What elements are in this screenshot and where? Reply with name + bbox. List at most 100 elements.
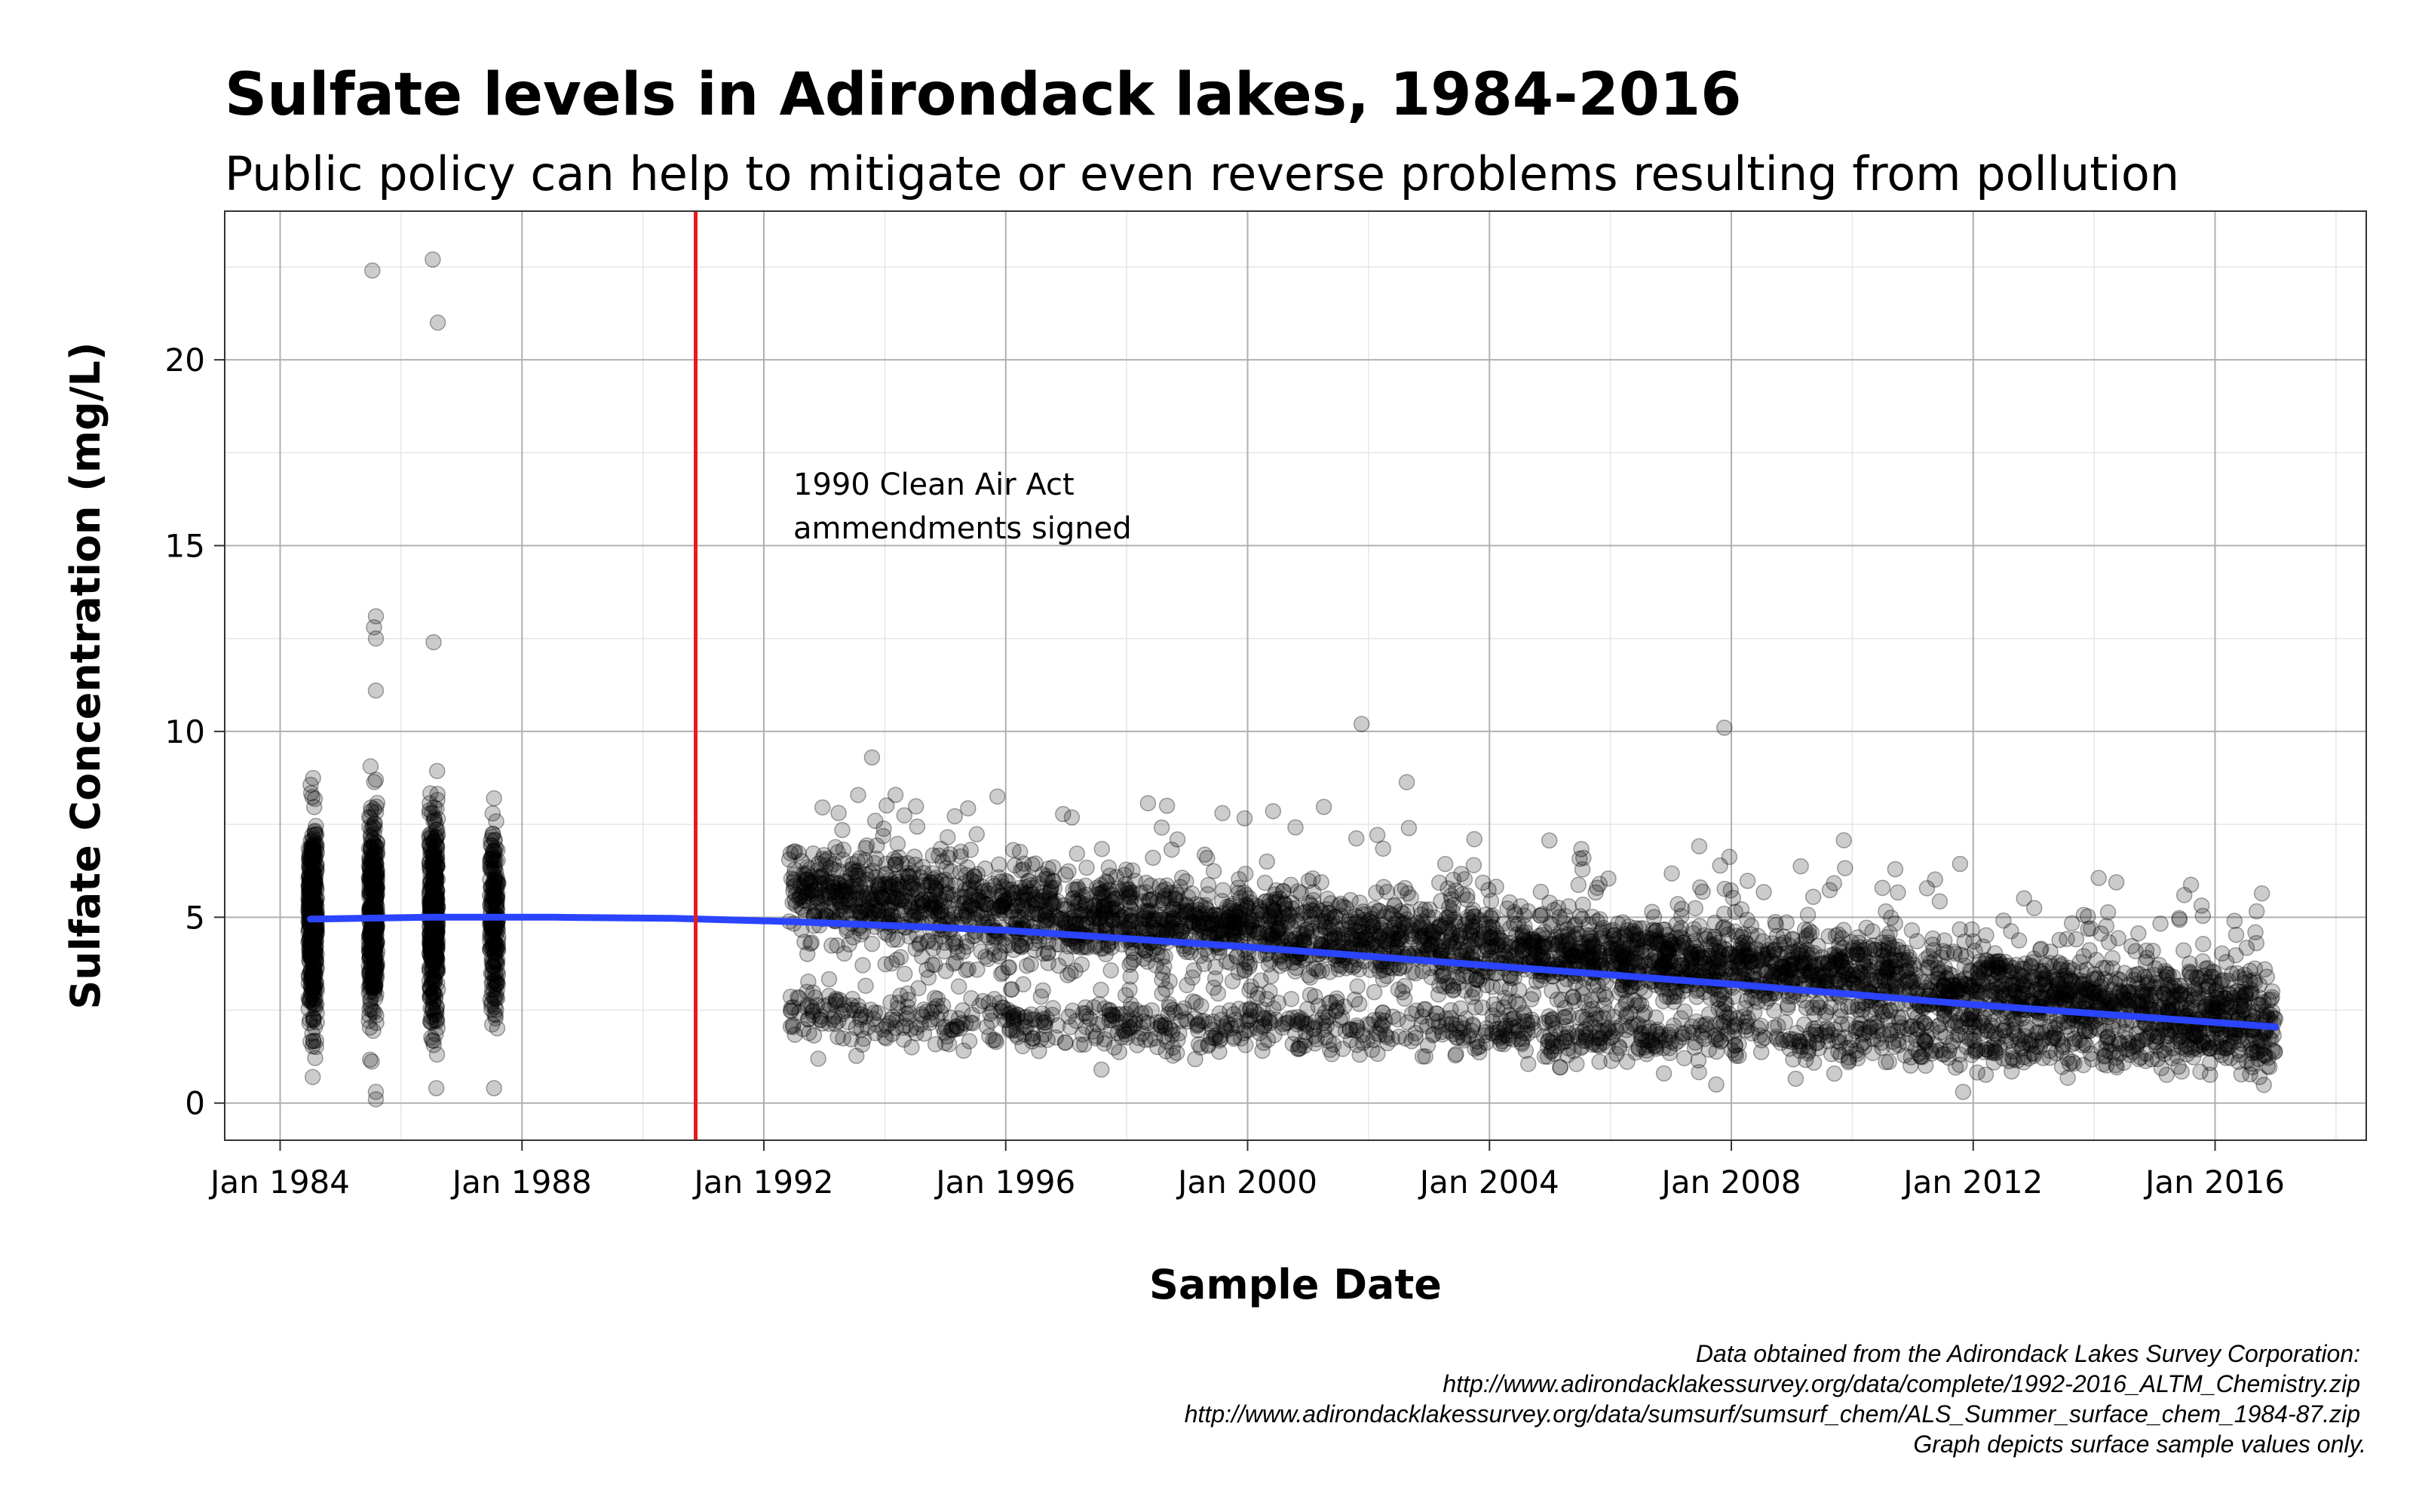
data-point	[1709, 1044, 1724, 1060]
data-point	[835, 823, 850, 838]
data-point	[2091, 870, 2106, 885]
data-point	[1887, 862, 1902, 877]
data-point	[369, 935, 385, 950]
data-point	[1231, 872, 1246, 887]
data-point	[1553, 1060, 1568, 1075]
data-point	[1571, 877, 1586, 892]
data-point	[1400, 774, 1415, 790]
data-point	[1688, 900, 1703, 915]
data-point	[831, 805, 846, 820]
data-point	[1438, 857, 1453, 872]
data-point	[308, 791, 323, 806]
data-point	[486, 827, 501, 842]
data-point	[430, 763, 445, 778]
data-point	[1210, 986, 1225, 1001]
data-point	[965, 1016, 980, 1031]
data-point	[1124, 955, 1139, 970]
data-point	[2219, 955, 2234, 970]
data-point	[1838, 860, 1853, 876]
data-point	[430, 787, 445, 802]
data-point	[1259, 854, 1274, 869]
data-point	[1695, 885, 1710, 900]
data-point	[303, 777, 318, 793]
data-point	[484, 848, 499, 863]
data-point	[306, 971, 321, 986]
data-point	[868, 814, 883, 829]
data-point	[308, 1033, 323, 1048]
data-point	[1836, 833, 1851, 848]
data-point	[890, 836, 905, 851]
data-point	[1779, 915, 1794, 930]
data-point	[430, 941, 445, 956]
data-point	[815, 800, 830, 815]
data-point	[1094, 842, 1109, 857]
data-point	[2174, 1064, 2189, 1079]
data-point	[2196, 937, 2211, 952]
data-point	[1474, 1000, 1489, 1015]
data-point	[855, 958, 870, 973]
data-point	[1023, 956, 1038, 971]
data-point	[308, 1001, 323, 1016]
data-point	[1567, 994, 1582, 1009]
data-point	[1657, 1066, 1672, 1081]
data-point	[1314, 963, 1329, 978]
data-point	[1521, 1057, 1536, 1072]
data-point	[1058, 1035, 1073, 1050]
data-point	[1375, 841, 1390, 856]
data-point	[1264, 968, 1279, 983]
data-point	[1032, 1044, 1047, 1059]
data-point	[308, 1050, 323, 1066]
chart-subtitle: Public policy can help to mitigate or ev…	[225, 146, 2179, 201]
data-point	[1237, 811, 1252, 826]
data-point	[1045, 1001, 1060, 1016]
data-point	[1932, 894, 1947, 909]
data-point	[1122, 982, 1137, 997]
data-point	[1140, 796, 1155, 811]
data-point	[1069, 846, 1084, 861]
data-point	[1542, 833, 1557, 848]
data-point	[849, 1048, 864, 1063]
data-point	[992, 857, 1007, 872]
data-point	[302, 933, 317, 948]
data-point	[367, 961, 382, 977]
data-point	[1367, 985, 1382, 1000]
data-point	[364, 1001, 379, 1017]
data-point	[2111, 931, 2126, 946]
data-point	[483, 966, 498, 981]
data-point	[369, 856, 384, 871]
data-point	[1288, 820, 1303, 835]
data-point	[1303, 987, 1318, 1002]
data-point	[308, 953, 323, 968]
data-point	[483, 861, 498, 876]
data-point	[947, 808, 962, 823]
data-point	[363, 1020, 378, 1035]
data-point	[897, 966, 912, 981]
data-point	[909, 819, 924, 834]
data-point	[302, 851, 317, 866]
data-point	[1881, 1054, 1896, 1069]
data-point	[423, 827, 438, 842]
data-point	[1145, 851, 1161, 866]
data-point	[1349, 831, 1364, 846]
data-point	[980, 1020, 995, 1035]
data-point	[1823, 882, 1838, 897]
data-point	[1317, 799, 1332, 814]
data-point	[486, 925, 501, 940]
data-point	[366, 876, 382, 891]
data-point	[822, 972, 837, 987]
data-point	[1890, 885, 1906, 900]
data-point	[489, 891, 504, 906]
data-point	[485, 1017, 500, 1032]
data-point	[1788, 1072, 1803, 1087]
data-point	[1238, 1038, 1253, 1053]
data-point	[1035, 983, 1050, 998]
data-point	[1952, 857, 1967, 872]
data-point	[1370, 827, 1385, 842]
data-point	[489, 983, 504, 998]
data-point	[424, 1009, 439, 1024]
data-point	[2153, 916, 2168, 931]
data-point	[2177, 888, 2192, 903]
data-point	[490, 942, 505, 957]
